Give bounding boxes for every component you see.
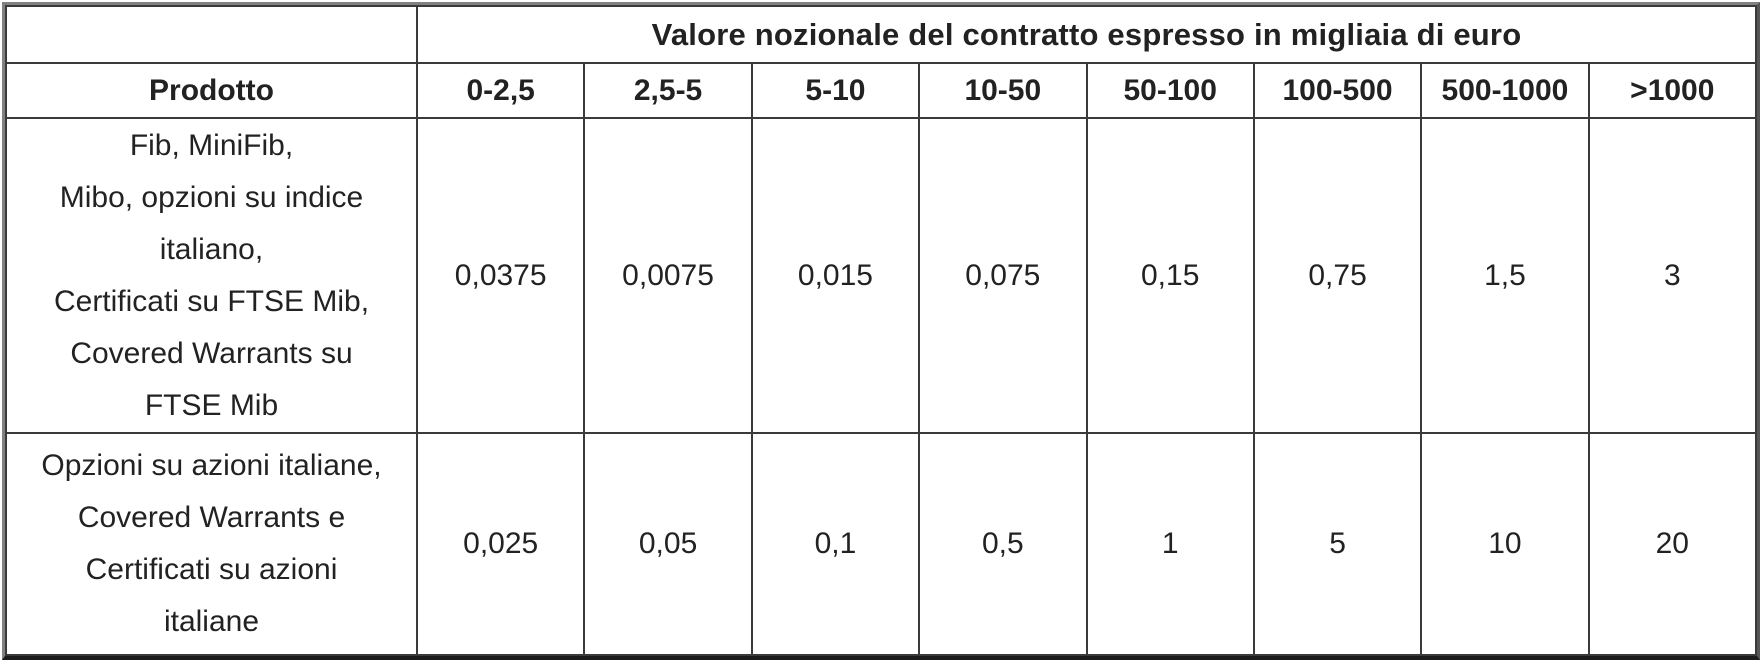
column-header-range-5-10: 5-10 [750, 62, 921, 119]
column-header-range-100-500: 100-500 [1252, 62, 1423, 119]
column-header-row: Prodotto 0-2,5 2,5-5 5-10 10-50 50-100 1… [5, 62, 1758, 119]
value-cell: 0,05 [583, 432, 753, 656]
product-line: Opzioni su azioni italiane, [41, 449, 382, 482]
empty-corner-cell [5, 5, 418, 64]
value-cell: 0,15 [1085, 117, 1255, 434]
product-line: FTSE Mib [144, 388, 279, 422]
value-cell: 20 [1587, 432, 1758, 656]
product-line: italiano, [159, 232, 264, 266]
value-cell: 0,0075 [583, 117, 753, 434]
column-header-range-0-2-5: 0-2,5 [415, 62, 586, 119]
value-cell: 5 [1252, 432, 1423, 656]
value-cell: 0,015 [750, 117, 921, 434]
value-cell: 0,75 [1252, 117, 1423, 434]
value-cell: 0,1 [750, 432, 921, 656]
product-line: Certificati su azioni [85, 553, 338, 586]
notional-value-fee-table: Valore nozionale del contratto espresso … [5, 5, 1758, 656]
table-row-index-products: Fib, MiniFib, Mibo, opzioni su indice it… [5, 117, 1758, 434]
table-title-row: Valore nozionale del contratto espresso … [5, 5, 1757, 64]
column-header-product: Prodotto [5, 62, 418, 119]
product-line: Mibo, opzioni su indice [59, 180, 364, 214]
column-header-range-10-50: 10-50 [918, 62, 1088, 119]
value-cell: 0,0375 [415, 117, 586, 434]
value-cell: 1,5 [1420, 117, 1590, 434]
product-line: Covered Warrants e [77, 501, 346, 534]
table-row-equity-products: Opzioni su azioni italiane, Covered Warr… [5, 432, 1758, 656]
product-cell-equity-products: Opzioni su azioni italiane, Covered Warr… [5, 432, 418, 656]
value-cell: 1 [1085, 432, 1255, 656]
table-title: Valore nozionale del contratto espresso … [416, 5, 1757, 64]
product-line: italiane [163, 605, 260, 638]
value-cell: 0,025 [415, 432, 586, 656]
product-line: Certificati su FTSE Mib, [53, 284, 370, 318]
value-cell: 3 [1587, 117, 1758, 434]
product-line: Fib, MiniFib, [129, 128, 294, 162]
value-cell: 0,075 [918, 117, 1088, 434]
column-header-range-gt-1000: >1000 [1587, 62, 1758, 119]
column-header-range-50-100: 50-100 [1085, 62, 1255, 119]
product-cell-index-products: Fib, MiniFib, Mibo, opzioni su indice it… [5, 117, 418, 434]
column-header-range-500-1000: 500-1000 [1420, 62, 1590, 119]
value-cell: 0,5 [918, 432, 1088, 656]
column-header-range-2-5-5: 2,5-5 [583, 62, 753, 119]
value-cell: 10 [1420, 432, 1590, 656]
product-line: Covered Warrants su [70, 336, 353, 370]
